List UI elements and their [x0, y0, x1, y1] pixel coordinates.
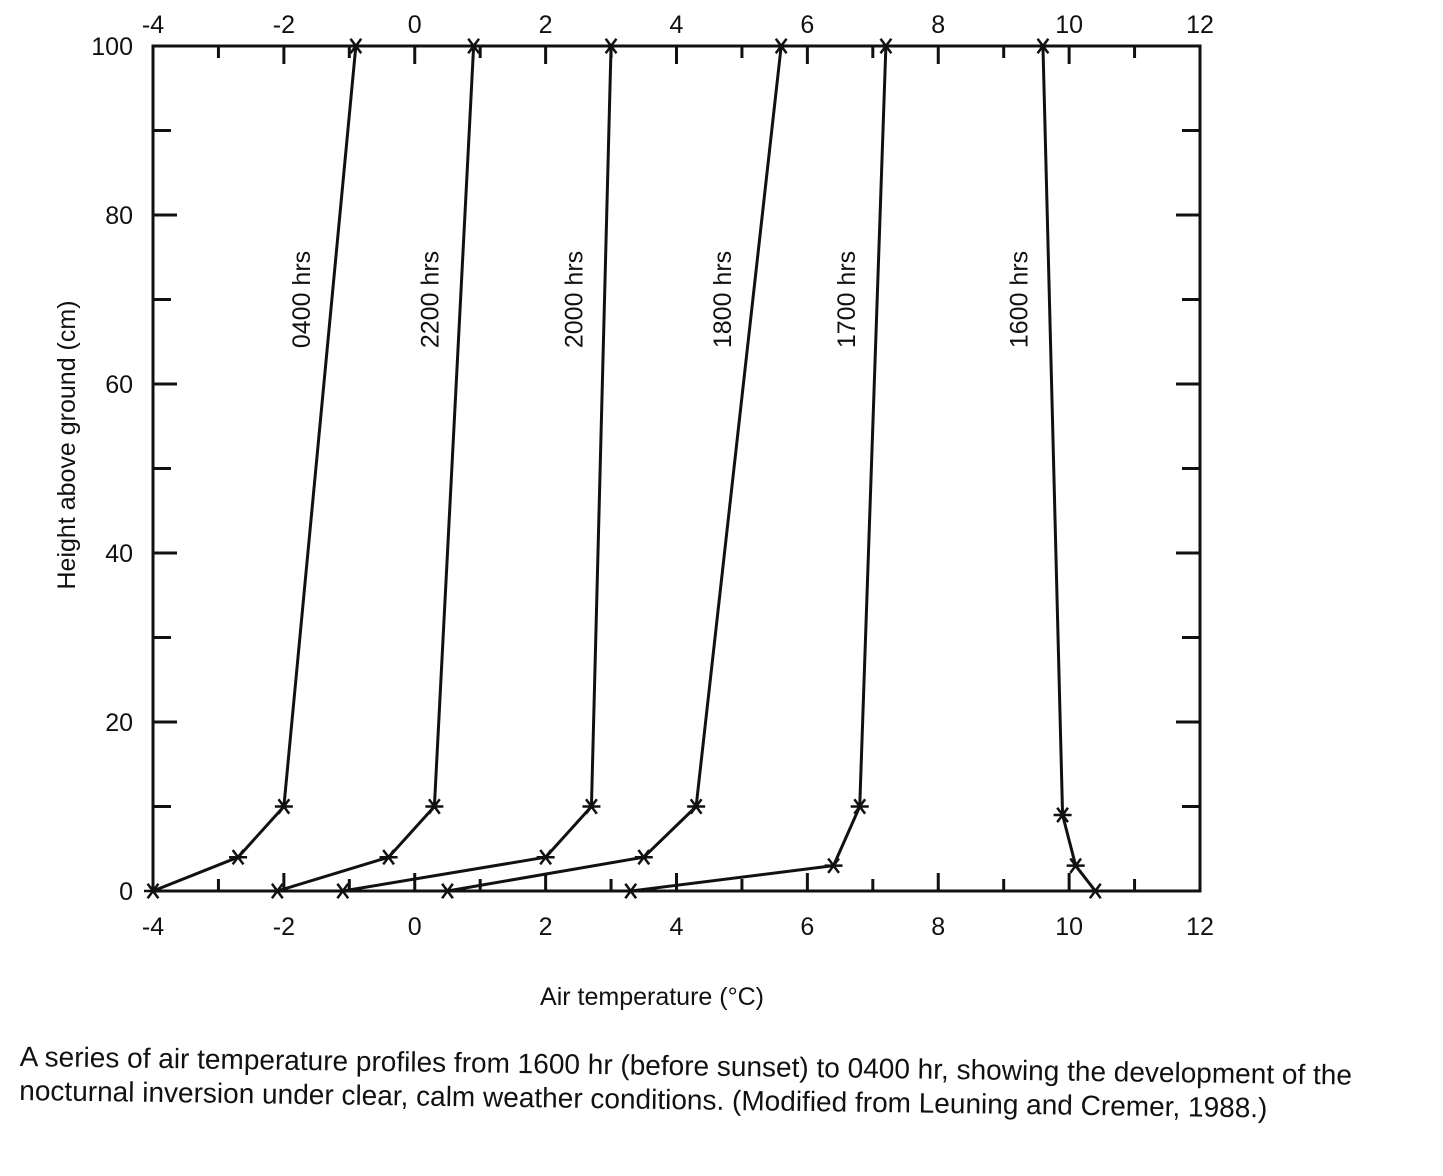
data-point-marker — [634, 849, 653, 866]
data-point-marker — [850, 798, 869, 815]
data-point-marker — [274, 798, 293, 815]
data-point-marker — [464, 38, 483, 54]
figure-caption: A series of air temperature profiles fro… — [19, 1040, 1353, 1124]
series-label-3: 1800 hrs — [709, 251, 737, 348]
series-line-3 — [447, 45, 783, 893]
series-line-5 — [1041, 45, 1097, 892]
data-point-marker — [438, 883, 457, 899]
data-point-marker — [229, 849, 248, 866]
data-point-marker — [333, 883, 352, 899]
data-point-marker — [379, 849, 398, 866]
series-label-0: 0400 hrs — [288, 251, 316, 348]
x-tick-label-bottom: 8 — [931, 913, 945, 941]
data-point-marker — [876, 38, 895, 54]
data-point-marker — [621, 883, 640, 899]
x-tick-label-top: 8 — [931, 11, 945, 39]
x-tick-label-bottom: 0 — [408, 913, 422, 941]
y-tick-label: 60 — [105, 371, 133, 399]
data-point-marker — [582, 798, 601, 815]
x-tick-label-bottom: 10 — [1055, 913, 1083, 941]
x-tick-label-top: 6 — [800, 11, 814, 39]
axis-tick-labels: -4 -4 -2 -2 0 0 2 2 4 4 6 6 8 8 10 10 12 12 0 20 40 60 80 100 04… — [91, 11, 1214, 941]
y-tick-label: 80 — [105, 202, 133, 230]
data-point-marker — [1053, 807, 1072, 823]
data-point-marker — [1066, 857, 1085, 874]
data-point-marker — [268, 883, 287, 899]
plot-frame — [151, 44, 1202, 893]
x-tick-label-bottom: -4 — [142, 913, 164, 941]
data-point-marker — [1086, 883, 1105, 899]
data-point-marker — [1033, 38, 1052, 54]
series-line-1 — [276, 45, 476, 893]
data-point-marker — [602, 38, 621, 54]
x-tick-label-top: -2 — [273, 11, 295, 39]
x-tick-label-bottom: -2 — [273, 913, 295, 941]
series-lines — [144, 38, 1105, 899]
data-point-marker — [346, 38, 365, 54]
y-tick-label: 40 — [105, 540, 133, 568]
y-tick-label: 20 — [105, 709, 133, 737]
data-point-marker — [824, 857, 843, 874]
data-point-marker — [425, 798, 444, 815]
x-tick-label-top: 10 — [1055, 11, 1083, 39]
x-tick-label-top: 4 — [670, 11, 684, 39]
x-tick-label-top: -4 — [142, 11, 164, 39]
series-label-5: 1600 hrs — [1005, 251, 1033, 348]
series-label-2: 2000 hrs — [561, 251, 589, 348]
y-axis-title: Height above ground (cm) — [53, 300, 81, 589]
y-tick-label: 100 — [91, 33, 133, 61]
temperature-profile-chart: -4 -4 -2 -2 0 0 2 2 4 4 6 6 8 8 10 10 12 12 0 20 40 60 80 100 04… — [53, 11, 1214, 1010]
series-line-4 — [630, 45, 888, 893]
x-tick-label-bottom: 12 — [1186, 913, 1214, 941]
data-point-marker — [772, 38, 791, 54]
data-point-marker — [687, 798, 706, 815]
x-tick-label-top: 0 — [408, 11, 422, 39]
series-label-1: 2200 hrs — [417, 251, 445, 348]
series-label-4: 1700 hrs — [833, 251, 861, 348]
x-axis-title: Air temperature (°C) — [540, 983, 764, 1010]
x-tick-label-top: 12 — [1186, 11, 1214, 39]
data-point-marker — [536, 849, 555, 866]
data-point-marker — [144, 883, 162, 899]
x-tick-label-top: 2 — [539, 11, 553, 39]
x-tick-label-bottom: 2 — [539, 913, 553, 941]
x-tick-label-bottom: 4 — [670, 913, 684, 941]
x-tick-label-bottom: 6 — [800, 913, 814, 941]
series-line-2 — [342, 45, 613, 893]
series-line-0 — [152, 45, 358, 893]
y-tick-label: 0 — [119, 878, 133, 906]
axis-ticks — [151, 44, 1202, 893]
